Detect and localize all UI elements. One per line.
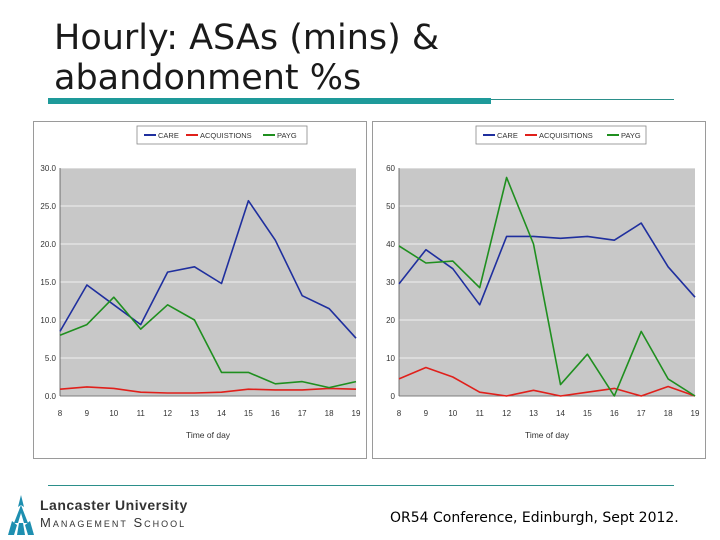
- right-xtick-11: 19: [691, 409, 700, 418]
- right-legend-box: [475, 125, 647, 145]
- right-ytick-0: 0: [391, 392, 396, 401]
- left-legend: CARE ACQUISTIONS PAYG: [136, 125, 308, 145]
- right-ytick-1: 10: [386, 354, 395, 363]
- chart-right: CARE ACQUISITIONS PAYG 0 10 20 30 40 50 60 8 9 10 11 1…: [372, 121, 706, 459]
- left-xtick-0: 8: [58, 409, 63, 418]
- logo-emblem-icon: [8, 495, 34, 535]
- left-ytick-3: 15.0: [40, 278, 56, 287]
- right-x-axis-label: Time of day: [525, 430, 570, 440]
- left-xtick-8: 16: [271, 409, 280, 418]
- chart-right-svg: CARE ACQUISITIONS PAYG 0 10 20 30 40 50 60 8 9 10 11 1…: [386, 125, 700, 440]
- left-legend-label-0: CARE: [158, 131, 179, 140]
- right-legend-label-2: PAYG: [621, 131, 641, 140]
- left-xtick-5: 13: [190, 409, 199, 418]
- chart-left: CARE ACQUISTIONS PAYG 0.0 5.0 10.0 15.0 20.0 25.…: [33, 121, 367, 459]
- footer-text: OR54 Conference, Edinburgh, Sept 2012.: [390, 510, 679, 526]
- left-series-line-acquistions: [59, 386, 357, 394]
- left-legend-label-2: PAYG: [277, 131, 297, 140]
- right-ytick-2: 20: [386, 316, 395, 325]
- right-xtick-7: 15: [583, 409, 592, 418]
- right-series-line-care: [398, 222, 696, 306]
- right-xtick-5: 13: [529, 409, 538, 418]
- left-xtick-9: 17: [298, 409, 307, 418]
- right-xtick-0: 8: [397, 409, 402, 418]
- right-xtick-3: 11: [476, 409, 485, 418]
- right-xtick-10: 18: [664, 409, 673, 418]
- left-x-axis-label: Time of day: [186, 430, 231, 440]
- right-ytick-5: 50: [386, 202, 395, 211]
- right-series-line-acquisitions: [398, 366, 696, 397]
- right-ytick-4: 40: [386, 240, 395, 249]
- right-xtick-4: 12: [502, 409, 511, 418]
- right-xtick-6: 14: [556, 409, 565, 418]
- slide-title: Hourly: ASAs (mins) & abandonment %s: [54, 18, 440, 98]
- right-xtick-9: 17: [637, 409, 646, 418]
- left-ytick-2: 10.0: [40, 316, 56, 325]
- left-xtick-3: 11: [137, 409, 146, 418]
- right-ytick-3: 30: [386, 278, 395, 287]
- footer-divider: [48, 485, 674, 486]
- right-series-line-payg: [398, 176, 696, 397]
- left-ytick-4: 20.0: [40, 240, 56, 249]
- left-xtick-4: 12: [163, 409, 172, 418]
- left-xtick-7: 15: [244, 409, 253, 418]
- right-legend: CARE ACQUISITIONS PAYG: [475, 125, 647, 145]
- university-logo: Lancaster University Management School: [6, 493, 196, 537]
- right-xtick-8: 16: [610, 409, 619, 418]
- title-divider-thick: [48, 98, 491, 104]
- left-xtick-1: 9: [85, 409, 90, 418]
- right-legend-label-0: CARE: [497, 131, 518, 140]
- left-ytick-6: 30.0: [40, 164, 56, 173]
- left-xtick-6: 14: [217, 409, 226, 418]
- right-legend-label-1: ACQUISITIONS: [539, 131, 593, 140]
- left-ytick-1: 5.0: [45, 354, 57, 363]
- right-ytick-6: 60: [386, 164, 395, 173]
- logo-text-line2: Management School: [40, 515, 187, 530]
- chart-left-svg: CARE ACQUISTIONS PAYG 0.0 5.0 10.0 15.0 20.0 25.…: [40, 125, 361, 440]
- left-xtick-10: 18: [325, 409, 334, 418]
- left-legend-label-1: ACQUISTIONS: [200, 131, 252, 140]
- left-legend-box: [136, 125, 308, 145]
- left-series-line-payg: [59, 296, 357, 389]
- left-xtick-11: 19: [352, 409, 361, 418]
- right-xtick-1: 9: [424, 409, 429, 418]
- left-ytick-5: 25.0: [40, 202, 56, 211]
- logo-text-line1: Lancaster University: [40, 497, 188, 513]
- left-xtick-2: 10: [109, 409, 118, 418]
- right-xtick-2: 10: [448, 409, 457, 418]
- left-ytick-0: 0.0: [45, 392, 57, 401]
